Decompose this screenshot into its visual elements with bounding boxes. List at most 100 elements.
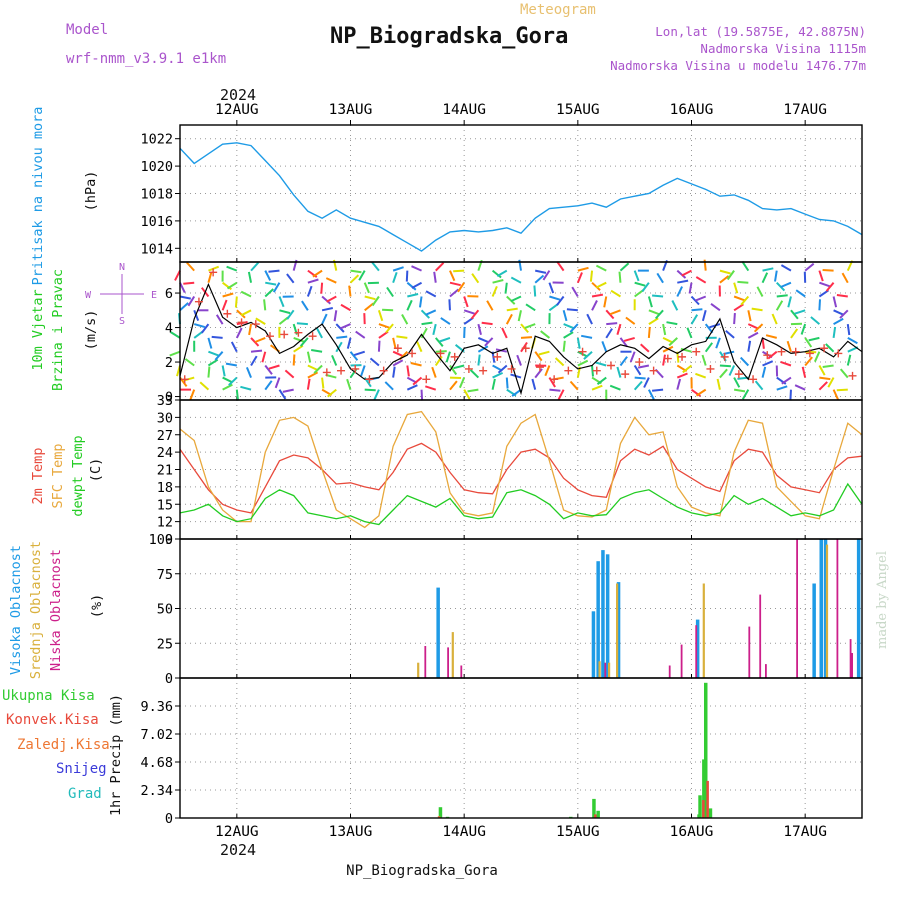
temp-ylabel-sfc: SFC Temp: [50, 443, 66, 508]
temperature-ytick-label: 33: [157, 393, 173, 409]
wind-barb: [841, 369, 848, 377]
meteogram-label: Meteogram: [520, 2, 596, 18]
cloud-bar-2: [851, 653, 853, 678]
wind-ytick-label: 2: [165, 355, 173, 371]
wind-barb: [834, 319, 844, 324]
wind-barb: [294, 355, 295, 366]
model-elevation-label: Nadmorska Visina u modelu 1476.77m: [610, 58, 866, 73]
wind-barb: [407, 271, 408, 282]
panel-precipitation: 02.344.687.029.36: [140, 678, 862, 827]
wind-barb: [208, 272, 211, 283]
wind-gust-point: [792, 348, 800, 356]
wind-barb: [251, 356, 257, 365]
precipitation-ytick-label: 9.36: [140, 699, 173, 715]
wind-barb: [811, 317, 819, 324]
wind-barb: [279, 297, 283, 307]
wind-barb: [656, 310, 663, 318]
wind-barb: [308, 286, 312, 296]
wind-barb: [843, 273, 848, 283]
wind-gust-point: [422, 375, 430, 383]
wind-barb: [276, 378, 280, 388]
wind-barb: [175, 271, 180, 281]
precipitation-ytick-label: 2.34: [140, 783, 173, 799]
cloud-bar-2: [759, 595, 761, 678]
wind-barb: [228, 283, 237, 289]
compass-e: E: [151, 290, 157, 301]
wind-barb: [372, 262, 379, 271]
wind-barb: [322, 308, 333, 310]
precip-bar-1: [706, 781, 709, 818]
wind-barb: [436, 338, 443, 346]
pressure-ytick-label: 1022: [140, 132, 173, 148]
wind-barb: [208, 338, 211, 349]
wind-barb: [819, 283, 829, 287]
wind-barb: [247, 367, 251, 377]
wind-barb: [556, 358, 564, 366]
wind-barb: [624, 338, 635, 341]
wind-ytick-label: 6: [165, 286, 173, 302]
wind-barb: [642, 283, 649, 292]
wind-barb: [441, 318, 450, 324]
wind-barb: [805, 264, 814, 271]
wind-barb: [385, 382, 393, 390]
cloud-bar-1: [616, 584, 618, 679]
bottom-date-label: 13AUG: [329, 824, 373, 840]
wind-barb: [308, 379, 310, 390]
wind-barb: [407, 385, 417, 389]
wind-barb: [493, 379, 495, 390]
wind-gust-point: [706, 365, 714, 373]
wind-barb: [795, 310, 805, 313]
bottom-date-label: 17AUG: [783, 824, 827, 840]
cloud-bar-0: [596, 561, 600, 678]
precip-ylabel: 1hr Precip (mm): [108, 694, 124, 816]
wind-barb: [695, 374, 705, 378]
wind-barb: [690, 283, 692, 294]
pressure-unit: (hPa): [83, 171, 99, 212]
top-date-label: 12AUG: [215, 102, 259, 118]
wind-barb: [763, 361, 773, 365]
cloud-bar-0: [812, 584, 816, 679]
wind-barb: [460, 378, 464, 388]
wind-barb: [464, 310, 474, 313]
clouds-ytick-label: 0: [165, 671, 173, 687]
wind-barb: [796, 290, 805, 296]
wind-barb: [351, 352, 358, 361]
wind-barb: [649, 310, 659, 314]
wind-barb: [249, 324, 251, 335]
cloud-bar-2: [669, 666, 671, 679]
wind-barb: [472, 274, 478, 283]
temp-unit: (C): [88, 458, 104, 482]
wind-barb: [269, 271, 280, 272]
wind-barb: [472, 310, 479, 319]
wind-barb: [703, 310, 706, 321]
cloud-bar-0: [601, 550, 605, 678]
wind-barb: [241, 310, 251, 315]
wind-barb: [249, 272, 251, 283]
wind-barb: [557, 262, 563, 271]
temperature-ytick-label: 27: [157, 428, 173, 444]
wind-barb: [748, 341, 750, 352]
wind-barb: [511, 297, 521, 302]
wind-barb: [237, 328, 242, 338]
pressure-ytick-label: 1016: [140, 214, 173, 230]
wind-barb: [402, 315, 407, 325]
cloud-bar-2: [748, 627, 750, 678]
wind-gust-point: [408, 349, 416, 357]
wind-barb: [436, 263, 444, 271]
wind-side-label: 10m Vjetar Brzina i Pravac (m/s) N W E S: [30, 262, 157, 391]
wind-barb: [734, 313, 735, 324]
wind-barb: [223, 294, 234, 297]
wind-barb: [227, 267, 237, 271]
wind-barb: [720, 271, 731, 274]
pressure-ytick-label: 1014: [140, 241, 173, 257]
wind-barb: [236, 297, 237, 308]
wind-barb: [471, 370, 479, 378]
wind-barb: [407, 300, 411, 310]
wind-barb: [308, 366, 318, 371]
cloud-bar-2: [681, 645, 683, 678]
wind-barb: [269, 366, 280, 369]
clouds-ytick-label: 75: [157, 567, 173, 583]
temp-ylabel-dewpt: dewpt Temp: [70, 435, 86, 516]
